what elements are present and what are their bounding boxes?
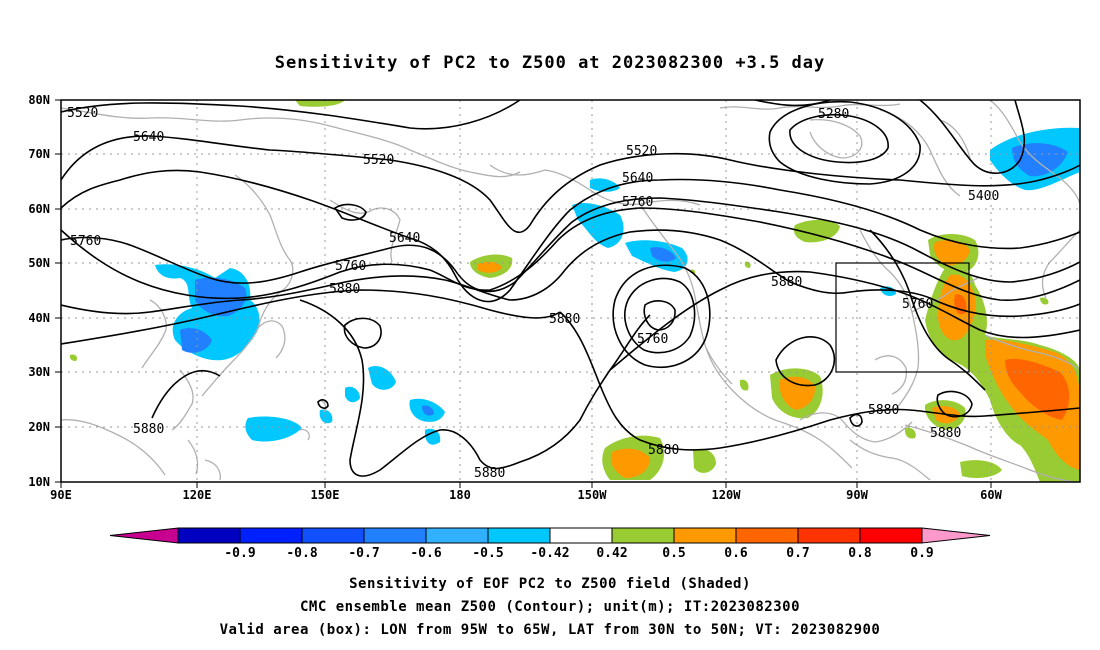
colorbar-segment bbox=[239, 527, 303, 544]
contour-label: 5760 bbox=[902, 297, 933, 312]
lon-label: 120E bbox=[183, 488, 212, 502]
colorbar-tick-label: 0.42 bbox=[596, 546, 627, 561]
colorbar-tick-label: -0.9 bbox=[224, 546, 255, 561]
caption-line-3: Valid area (box): LON from 95W to 65W, L… bbox=[220, 622, 881, 638]
colorbar-tick-label: -0.7 bbox=[348, 546, 379, 561]
colorbar-tick-label: 0.6 bbox=[724, 546, 748, 561]
lon-label: 150E bbox=[311, 488, 340, 502]
colorbar-max-triangle bbox=[921, 527, 991, 544]
lat-label: 30N bbox=[28, 365, 50, 379]
colorbar-segment bbox=[549, 527, 613, 544]
contour-label: 5520 bbox=[67, 106, 98, 121]
map-frame bbox=[60, 99, 1081, 483]
colorbar-tick-label: -0.6 bbox=[410, 546, 441, 561]
lat-label: 70N bbox=[28, 147, 50, 161]
lon-label: 90E bbox=[50, 488, 72, 502]
colorbar-segment bbox=[425, 527, 489, 544]
lon-label: 60W bbox=[980, 488, 1002, 502]
lon-label: 90W bbox=[846, 488, 868, 502]
contour-label: 5760 bbox=[70, 234, 101, 249]
colorbar-min-triangle bbox=[109, 527, 179, 544]
contour-label: 5760 bbox=[622, 195, 653, 210]
contour-label: 5760 bbox=[637, 332, 668, 347]
contour-label: 5280 bbox=[818, 107, 849, 122]
longitude-labels: 90E 120E 150E 180 150W 120W 90W 60W bbox=[50, 488, 1002, 502]
colorbar: -0.9 -0.8 -0.7 -0.6 -0.5 -0.42 0.42 0.5 0.6 0.7 0.… bbox=[109, 527, 991, 561]
colorbar-segment bbox=[735, 527, 799, 544]
contour-label: 5880 bbox=[329, 282, 360, 297]
contour-label: 5880 bbox=[549, 312, 580, 327]
colorbar-segment bbox=[611, 527, 675, 544]
colorbar-segment bbox=[177, 527, 241, 544]
contour-label: 5880 bbox=[771, 275, 802, 290]
lon-label: 180 bbox=[449, 488, 471, 502]
colorbar-segment bbox=[797, 527, 861, 544]
colorbar-segment bbox=[301, 527, 365, 544]
z500-contours bbox=[61, 100, 1080, 477]
contour-label: 5880 bbox=[133, 422, 164, 437]
captions: Sensitivity of EOF PC2 to Z500 field (Sh… bbox=[220, 576, 881, 638]
colorbar-tick-label: -0.5 bbox=[472, 546, 503, 561]
contour-label: 5880 bbox=[648, 443, 679, 458]
map-area: 5520 5640 5520 5760 5640 5760 5880 5520 … bbox=[61, 100, 1080, 482]
colorbar-segment bbox=[859, 527, 923, 544]
colorbar-segment bbox=[673, 527, 737, 544]
axis-ticks bbox=[55, 99, 992, 488]
lat-label: 10N bbox=[28, 475, 50, 489]
contour-label: 5760 bbox=[335, 259, 366, 274]
contour-label: 5880 bbox=[868, 403, 899, 418]
figure-title: Sensitivity of PC2 to Z500 at 2023082300… bbox=[275, 53, 826, 73]
latitude-labels: 80N 70N 60N 50N 40N 30N 20N 10N bbox=[28, 93, 50, 489]
colorbar-tick-label: 0.7 bbox=[786, 546, 809, 561]
colorbar-tick-label: 0.5 bbox=[662, 546, 685, 561]
valid-area-box bbox=[835, 262, 970, 373]
colorbar-tick-label: 0.8 bbox=[848, 546, 872, 561]
contour-label: 5520 bbox=[363, 153, 394, 168]
lon-label: 120W bbox=[712, 488, 742, 502]
contour-label: 5640 bbox=[389, 231, 420, 246]
lat-label: 40N bbox=[28, 311, 50, 325]
contour-label: 5880 bbox=[474, 466, 505, 481]
contour-label: 5880 bbox=[930, 426, 961, 441]
colorbar-tick-label: -0.8 bbox=[286, 546, 317, 561]
colorbar-segment bbox=[487, 527, 551, 544]
contour-label: 5640 bbox=[133, 130, 164, 145]
caption-line-1: Sensitivity of EOF PC2 to Z500 field (Sh… bbox=[349, 576, 751, 592]
contour-label: 5640 bbox=[622, 171, 653, 186]
contour-labels: 5520 5640 5520 5760 5640 5760 5880 5520 … bbox=[67, 106, 999, 481]
colorbar-segment bbox=[363, 527, 427, 544]
colorbar-tick-label: 0.9 bbox=[910, 546, 933, 561]
contour-label: 5520 bbox=[626, 144, 657, 159]
lat-label: 60N bbox=[28, 202, 50, 216]
lon-label: 150W bbox=[578, 488, 608, 502]
lat-label: 50N bbox=[28, 256, 50, 270]
caption-line-2: CMC ensemble mean Z500 (Contour); unit(m… bbox=[300, 599, 800, 615]
contour-label: 5400 bbox=[968, 189, 999, 204]
lat-label: 80N bbox=[28, 93, 50, 107]
lat-label: 20N bbox=[28, 420, 50, 434]
colorbar-tick-label: -0.42 bbox=[530, 546, 569, 561]
